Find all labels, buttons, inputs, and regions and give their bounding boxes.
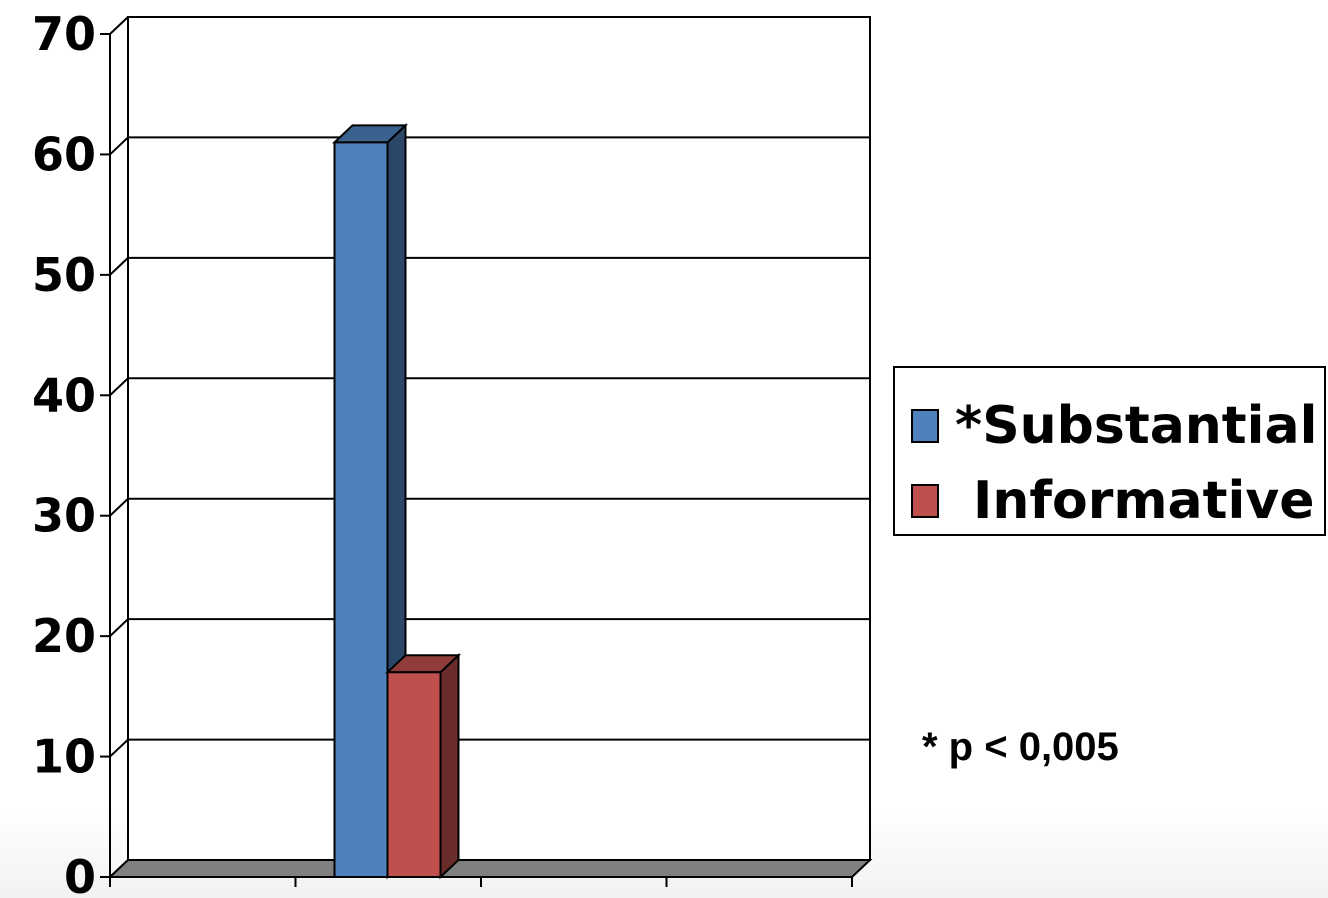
y-tick-label: 40 xyxy=(32,368,96,422)
side-wall-diagonal xyxy=(109,16,129,35)
side-wall-diagonal xyxy=(109,738,129,758)
legend-label-informative: Informative xyxy=(973,471,1315,531)
y-tick-label: 10 xyxy=(32,730,96,784)
y-tick-label: 0 xyxy=(64,850,96,898)
side-wall-diagonal xyxy=(109,618,129,637)
y-tick-label: 60 xyxy=(32,127,96,181)
side-wall-diagonal xyxy=(109,497,129,517)
bar-front-informative xyxy=(386,671,442,878)
bar-side-informative xyxy=(439,652,460,880)
legend: *Substantial Informative xyxy=(893,366,1326,536)
legend-swatch-informative xyxy=(911,484,939,518)
y-tick-label: 70 xyxy=(32,7,96,61)
floor xyxy=(107,859,873,878)
legend-entry-substantial: *Substantial xyxy=(911,396,1317,456)
legend-label-substantial: *Substantial xyxy=(955,396,1318,456)
y-tick-label: 30 xyxy=(32,489,96,543)
legend-entry-informative: Informative xyxy=(911,471,1314,531)
bar-front-substantial xyxy=(333,141,389,878)
bar-informative xyxy=(384,652,462,880)
significance-note: * p < 0,005 xyxy=(922,725,1119,769)
y-tick-label: 50 xyxy=(32,248,96,302)
axes xyxy=(100,33,873,887)
legend-swatch-substantial xyxy=(911,409,939,443)
y-tick-label: 20 xyxy=(32,609,96,663)
y-tick-labels: 0 10 20 30 40 50 60 70 xyxy=(32,7,96,898)
back-wall xyxy=(127,16,871,861)
side-wall-diagonal xyxy=(109,257,129,276)
side-wall-diagonal xyxy=(109,377,129,397)
gridlines xyxy=(109,16,871,878)
bars xyxy=(331,123,462,880)
side-wall-diagonal xyxy=(109,136,129,156)
